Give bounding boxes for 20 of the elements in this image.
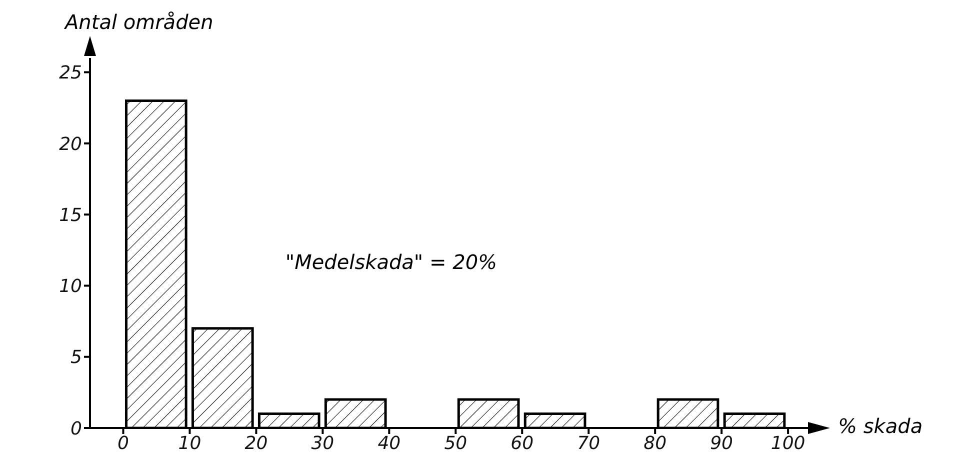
y-tick-label: 15 bbox=[59, 204, 82, 226]
x-tick-label: 80 bbox=[644, 432, 667, 454]
y-tick-label: 20 bbox=[59, 134, 82, 155]
x-tick-label: 90 bbox=[710, 432, 734, 454]
y-axis-title: Antal områden bbox=[65, 10, 214, 34]
annotation: "Medelskada" = 20% bbox=[285, 250, 498, 274]
x-tick-label: 30 bbox=[311, 432, 334, 454]
x-tick-label: 20 bbox=[244, 432, 268, 454]
x-tick-label: 100 bbox=[770, 432, 806, 454]
y-tick-label: 5 bbox=[70, 347, 82, 368]
y-tick-label: 25 bbox=[59, 62, 82, 84]
x-tick-label: 70 bbox=[577, 432, 600, 454]
x-tick-label: 0 bbox=[118, 432, 129, 454]
y-tick-label: 0 bbox=[70, 418, 82, 440]
x-tick-label: 40 bbox=[378, 432, 401, 454]
x-tick-label: 10 bbox=[178, 432, 202, 454]
x-tick-label: 60 bbox=[510, 432, 534, 454]
x-axis-title: % skada bbox=[838, 414, 923, 438]
x-tick-label: 50 bbox=[444, 432, 468, 454]
y-tick-label: 10 bbox=[59, 276, 82, 298]
